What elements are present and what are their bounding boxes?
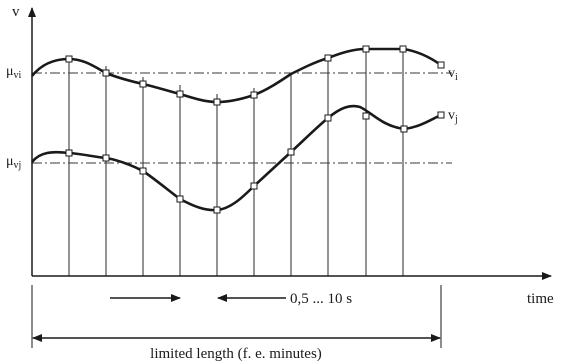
sample-marker — [65, 55, 73, 63]
sample-marker — [324, 54, 332, 62]
mean-vi-symbol: μ — [6, 64, 14, 79]
sample-marker — [176, 195, 184, 203]
sample-marker — [324, 114, 332, 122]
signal-vi-samples — [65, 45, 445, 106]
sample-marker — [399, 45, 407, 53]
signal-vi-name: v — [448, 66, 455, 81]
mean-vj-symbol: μ — [6, 154, 14, 169]
x-axis-label: time — [527, 291, 554, 307]
signal-vj-name: v — [448, 108, 455, 123]
sample-marker — [400, 125, 408, 133]
sample-marker — [213, 98, 221, 106]
sample-marker — [213, 206, 221, 214]
mean-vi-subscript: vi — [14, 70, 22, 81]
sample-marker — [139, 167, 147, 175]
mean-vj-label: μvj — [6, 154, 21, 171]
sample-marker — [287, 148, 295, 156]
sample-marker — [102, 154, 110, 162]
sampling-interval-label: 0,5 ... 10 s — [290, 291, 352, 307]
signal-vi-curve — [30, 47, 442, 104]
sample-marker — [102, 69, 110, 77]
limited-length-label: limited length (f. e. minutes) — [150, 346, 322, 362]
sample-marker — [250, 91, 258, 99]
signal-vj-subscript: j — [454, 114, 458, 125]
signal-vj-curve — [30, 104, 442, 212]
signal-vi-subscript: i — [455, 72, 458, 83]
mean-vj-subscript: vj — [14, 160, 22, 171]
sample-marker — [362, 112, 370, 120]
sample-marker — [250, 182, 258, 190]
sample-marker — [139, 80, 147, 88]
signal-vj-samples — [65, 111, 445, 214]
signal-vi-label: vi — [448, 66, 458, 83]
sample-marker — [176, 90, 184, 98]
sample-marker — [362, 45, 370, 53]
sample-marker — [437, 61, 445, 69]
signal-vj-label: vj — [448, 108, 458, 125]
mean-vi-label: μvi — [6, 64, 22, 81]
y-axis-label: v — [12, 4, 20, 20]
sample-marker — [437, 111, 445, 119]
sample-marker — [65, 149, 73, 157]
